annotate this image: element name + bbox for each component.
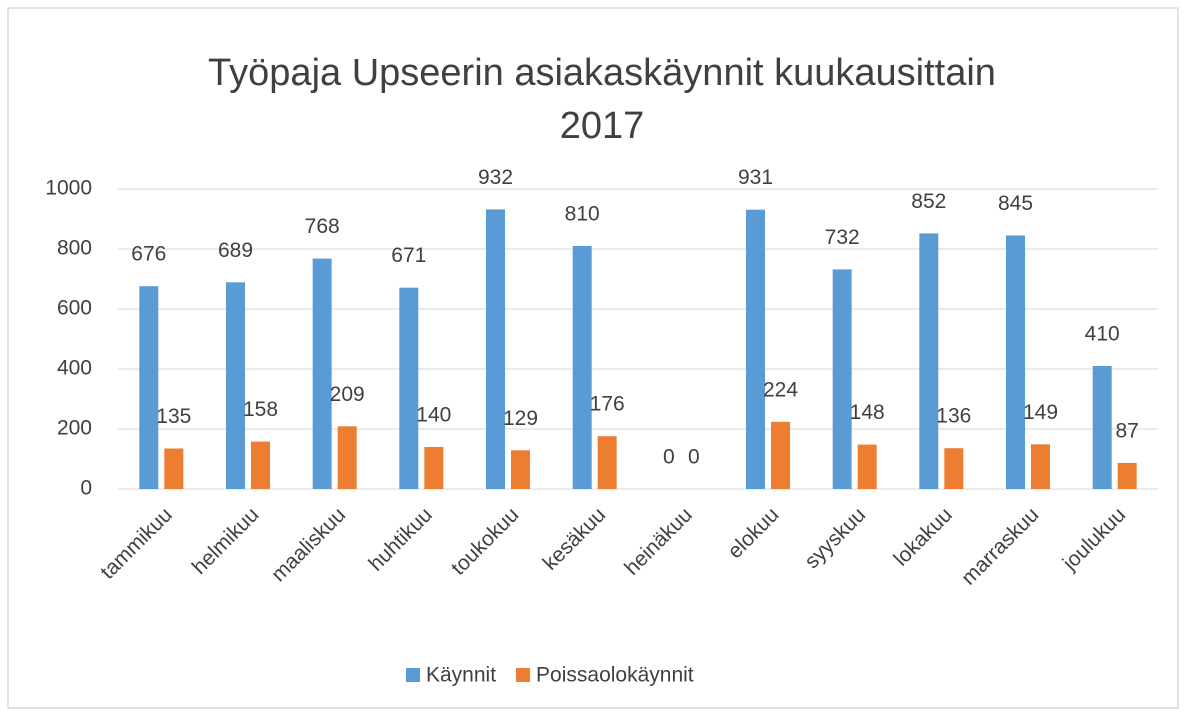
bar <box>572 246 592 489</box>
data-label: 129 <box>503 407 538 430</box>
bar <box>139 286 159 489</box>
data-label: 689 <box>218 239 253 262</box>
data-label: 135 <box>156 405 191 428</box>
data-label: 768 <box>305 215 340 238</box>
chart-title: 2017 <box>560 105 645 147</box>
bar <box>1092 366 1112 489</box>
bar <box>486 209 505 489</box>
bar <box>832 269 852 489</box>
legend-label: Käynnit <box>426 664 496 687</box>
data-label: 852 <box>911 190 946 213</box>
data-label: 932 <box>478 166 513 189</box>
data-label: 176 <box>590 393 625 416</box>
data-label: 0 <box>688 446 700 469</box>
data-label: 810 <box>565 203 600 226</box>
bar <box>857 444 877 489</box>
legend-swatch <box>516 668 531 682</box>
bar <box>1031 444 1050 489</box>
data-label: 671 <box>391 244 426 267</box>
data-label: 158 <box>243 398 278 421</box>
bar <box>251 441 270 489</box>
bar <box>771 421 790 489</box>
data-label: 410 <box>1085 323 1120 346</box>
chart-title: Työpaja Upseerin asiakaskäynnit kuukausi… <box>208 52 996 94</box>
data-label: 87 <box>1115 419 1138 442</box>
data-label: 136 <box>936 405 971 428</box>
data-label: 0 <box>663 446 675 469</box>
legend-swatch <box>406 668 420 682</box>
bar <box>226 282 245 489</box>
bar <box>424 447 444 489</box>
chart-border <box>7 7 1179 709</box>
bar <box>337 426 357 489</box>
bar <box>919 233 939 489</box>
data-label: 209 <box>330 383 365 406</box>
data-label: 224 <box>763 378 798 401</box>
data-label: 148 <box>850 401 885 424</box>
legend-label: Poissaolokäynnit <box>536 664 694 687</box>
bar <box>164 448 184 489</box>
bar <box>312 258 332 489</box>
data-label: 149 <box>1023 401 1058 424</box>
y-tick-label: 800 <box>57 237 92 260</box>
bar <box>511 450 530 489</box>
y-tick-label: 1000 <box>45 177 92 200</box>
bar <box>944 448 964 489</box>
data-label: 732 <box>825 226 860 249</box>
bar <box>1006 235 1025 489</box>
data-label: 676 <box>131 243 166 266</box>
y-tick-label: 400 <box>57 357 92 380</box>
y-tick-label: 0 <box>80 477 92 500</box>
data-label: 931 <box>738 166 773 189</box>
bar <box>1117 462 1137 489</box>
data-label: 845 <box>998 192 1033 215</box>
y-tick-label: 600 <box>57 297 92 320</box>
bar <box>597 436 617 489</box>
bar <box>746 209 765 489</box>
bar <box>399 287 419 489</box>
y-tick-label: 200 <box>57 417 92 440</box>
data-label: 140 <box>416 404 451 427</box>
